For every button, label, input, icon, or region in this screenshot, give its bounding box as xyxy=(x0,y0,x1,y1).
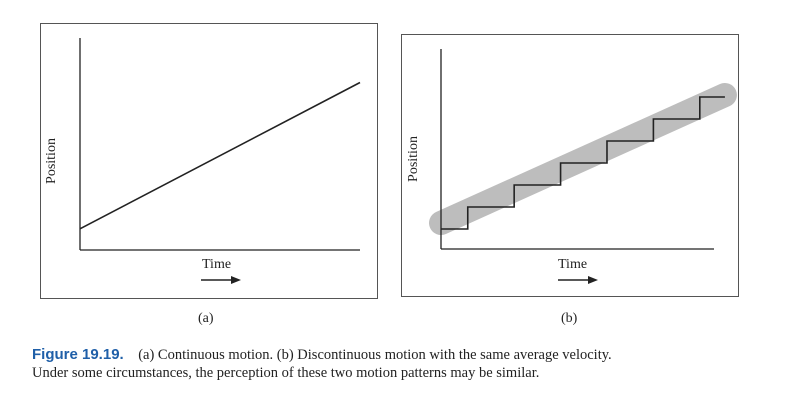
y-axis-label-a: Position xyxy=(43,138,59,184)
caption-text-1: (a) Continuous motion. (b) Discontinuous… xyxy=(138,347,612,363)
figure-number: Figure 19.19. xyxy=(32,346,124,363)
figure-caption: Figure 19.19. (a) Continuous motion. (b)… xyxy=(32,346,772,382)
panel-label-b: (b) xyxy=(561,311,578,326)
x-axis-label-a: Time xyxy=(202,257,232,272)
discontinuous-step-line xyxy=(441,96,725,230)
caption-line-2: Under some circumstances, the perception… xyxy=(32,365,540,381)
caption-line-1: Figure 19.19. (a) Continuous motion. (b)… xyxy=(32,346,772,364)
panel-b: Position Time xyxy=(401,34,739,297)
panel-a: Position Time xyxy=(40,23,378,299)
time-arrow-a-head xyxy=(231,276,241,284)
continuous-motion-line xyxy=(79,81,361,230)
time-arrow-b-head xyxy=(588,276,598,284)
y-axis-label-b: Position xyxy=(405,136,421,182)
chart-a xyxy=(79,38,361,284)
x-axis-label-b: Time xyxy=(558,257,588,272)
chart-b xyxy=(429,49,737,284)
average-velocity-band xyxy=(429,83,737,235)
panel-label-a: (a) xyxy=(198,311,214,326)
